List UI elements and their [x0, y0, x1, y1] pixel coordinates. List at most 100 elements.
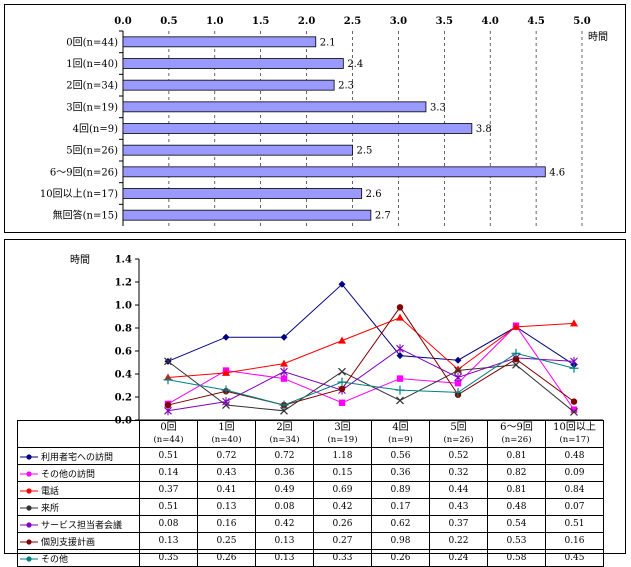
x-tick-label: 2.5 [344, 16, 361, 27]
category-header-line: (n=26) [501, 435, 532, 445]
bar-value-label: 2.6 [366, 189, 382, 200]
x-tick-label: 4.0 [481, 16, 498, 27]
x-tick-label: 5.0 [573, 16, 590, 27]
point [221, 385, 231, 395]
bar [122, 101, 427, 113]
point [454, 372, 462, 382]
series-name: 利用者宅への訪問 [41, 452, 114, 463]
y-tick-label: 0.4 [115, 370, 132, 381]
point [164, 357, 172, 366]
table-row: 個別支援計画 0.13 0.25 0.13 0.27 0.98 0.22 0.53 0.16 [17, 532, 604, 550]
category-header-line: (n=19) [327, 435, 358, 445]
category-header-line: 10回以上 [553, 422, 596, 433]
table-category-header: 3回 (n=19) [313, 420, 372, 448]
table-cell: 0.84 [545, 481, 604, 499]
table-cell: 0.58 [487, 549, 546, 567]
table-cell: 0.22 [429, 532, 488, 550]
table-cell: 0.13 [139, 532, 198, 550]
series-name: 来所 [41, 503, 60, 514]
series-line [167, 348, 575, 412]
table-cell: 0.16 [545, 532, 604, 550]
point [280, 406, 288, 415]
table-cell: 0.08 [255, 498, 314, 516]
point [338, 385, 346, 393]
bar-chart: 0.0 0.5 1.0 1.5 2.0 2.5 3.0 3.5 4.0 4.5 5.0 時間 0回(n=… [40, 16, 608, 226]
bar [122, 123, 473, 134]
point [454, 356, 462, 364]
category-label: 2回(n=34) [66, 80, 118, 92]
table-cell: 0.81 [487, 447, 546, 465]
legend-swatch [20, 556, 38, 562]
bar-value-label: 2.5 [357, 146, 373, 157]
point [337, 377, 347, 387]
point [338, 399, 346, 406]
series-line [167, 306, 575, 406]
category-header-line: (n=34) [269, 435, 300, 445]
bar-value-label: 2.4 [347, 59, 363, 70]
table-cell: 0.36 [371, 464, 430, 482]
table-cell: 0.53 [487, 532, 546, 550]
point [279, 400, 289, 410]
category-header-line: 1回 [218, 422, 235, 433]
series-name: 個別支援計画 [41, 537, 96, 548]
category-header-line: (n=17) [559, 435, 590, 445]
table-cell: 0.32 [429, 464, 488, 482]
table-cell: 0.37 [429, 515, 488, 533]
point [396, 396, 404, 405]
table-cell: 0.41 [197, 481, 256, 499]
legend-entry: その他 [17, 549, 140, 567]
table-category-header: 10回以上 (n=17) [545, 420, 604, 448]
x-tick-label: 1.5 [252, 16, 269, 27]
point [396, 304, 404, 311]
bar-value-label: 2.3 [338, 81, 354, 92]
table-cell: 0.48 [487, 498, 546, 516]
table-row: 利用者宅への訪問 0.51 0.72 0.72 1.18 0.56 0.52 0.81 0.48 [17, 447, 604, 465]
point [512, 355, 520, 363]
legend-entry: サービス担当者会議 [17, 515, 140, 533]
table-cell: 1.18 [313, 447, 372, 465]
table-cell: 0.51 [139, 447, 198, 465]
point [222, 333, 230, 341]
table-cell: 0.89 [371, 481, 430, 499]
point [338, 280, 346, 288]
point [280, 333, 288, 341]
table-row: 来所 0.51 0.13 0.08 0.42 0.17 0.43 0.48 0.07 [17, 498, 604, 516]
y-tick-label: 0.8 [115, 324, 132, 335]
category-header-line: (n=40) [211, 435, 242, 445]
table-cell: 0.26 [371, 549, 430, 567]
point [396, 313, 404, 321]
category-header-line: 0回 [160, 422, 177, 433]
table-row: 電話 0.37 0.41 0.49 0.69 0.89 0.44 0.81 0.84 [17, 481, 604, 499]
line-chart-data-table: 0回 (n=44) 1回 (n=40) 2回 (n=34) 3回 (n=19) 4回 (n=9) 5… [17, 420, 604, 567]
table-row: その他の訪問 0.14 0.43 0.36 0.15 0.36 0.32 0.82 0.09 [17, 464, 604, 482]
table-cell: 0.37 [139, 481, 198, 499]
table-category-header: 6～9回 (n=26) [487, 420, 546, 448]
table-cell: 0.42 [255, 515, 314, 533]
point [338, 367, 346, 376]
table-cell: 0.14 [139, 464, 198, 482]
series-name: 電話 [41, 486, 60, 497]
table-cell: 0.44 [429, 481, 488, 499]
y-tick-label: 0.6 [115, 347, 132, 358]
table-cell: 0.52 [429, 447, 488, 465]
series-name: サービス担当者会議 [41, 520, 123, 531]
legend-entry: 個別支援計画 [17, 532, 140, 550]
point [454, 380, 462, 387]
category-label: 1回(n=40) [66, 58, 118, 70]
point [222, 397, 230, 407]
legend-swatch [20, 488, 38, 494]
legend-swatch [20, 471, 38, 477]
series-line [167, 324, 575, 410]
point [454, 366, 462, 375]
legend-entry: 電話 [17, 481, 140, 499]
legend-swatch [20, 522, 38, 528]
bar [122, 144, 353, 156]
category-header-line: (n=26) [443, 435, 474, 445]
point [396, 375, 404, 382]
point [222, 368, 230, 376]
legend-swatch [20, 539, 38, 545]
point [280, 367, 288, 377]
y-tick-label: 0.2 [115, 393, 132, 404]
table-cell: 0.36 [255, 464, 314, 482]
point [569, 363, 579, 373]
